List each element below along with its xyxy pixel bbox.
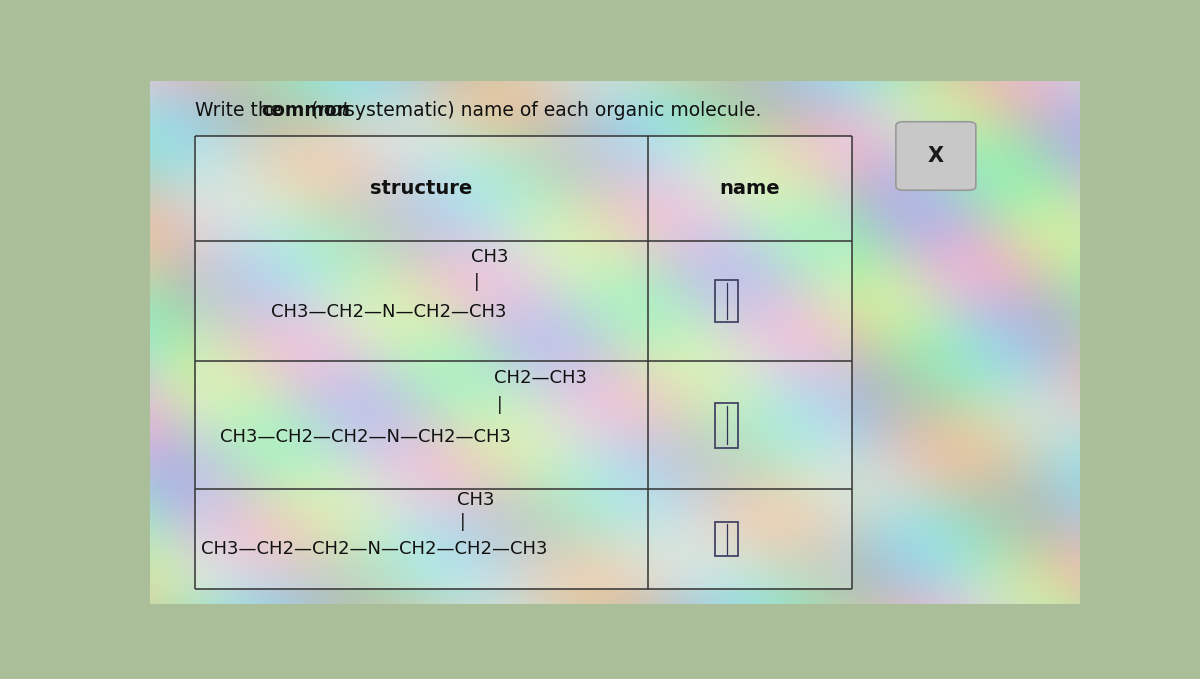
Text: common: common	[262, 100, 350, 120]
Bar	[715, 280, 738, 322]
FancyBboxPatch shape	[896, 122, 976, 190]
Text: |: |	[497, 397, 503, 414]
Text: Write the: Write the	[194, 100, 287, 120]
Text: |: |	[460, 513, 466, 532]
Bar	[194, 361, 852, 490]
Text: CH3: CH3	[470, 248, 509, 265]
Text: CH3—CH2—CH2—N—CH2—CH3: CH3—CH2—CH2—N—CH2—CH3	[220, 428, 511, 446]
Text: CH3: CH3	[457, 491, 494, 509]
Text: name: name	[720, 179, 780, 198]
Text: (: (	[305, 100, 318, 120]
Bar	[715, 521, 738, 556]
Text: CH3—CH2—N—CH2—CH3: CH3—CH2—N—CH2—CH3	[271, 304, 506, 321]
Text: |: |	[474, 274, 479, 291]
Bar	[194, 490, 852, 589]
Bar	[194, 136, 852, 241]
Text: structure: structure	[370, 179, 473, 198]
Text: systematic) name of each organic molecule.: systematic) name of each organic molecul…	[338, 100, 761, 120]
Text: CH3—CH2—CH2—N—CH2—CH2—CH3: CH3—CH2—CH2—N—CH2—CH2—CH3	[202, 540, 547, 557]
Bar	[194, 241, 852, 361]
Text: CH2—CH3: CH2—CH3	[494, 369, 587, 387]
Bar	[715, 403, 738, 447]
Text: X: X	[928, 146, 944, 166]
Text: not: not	[318, 100, 349, 120]
